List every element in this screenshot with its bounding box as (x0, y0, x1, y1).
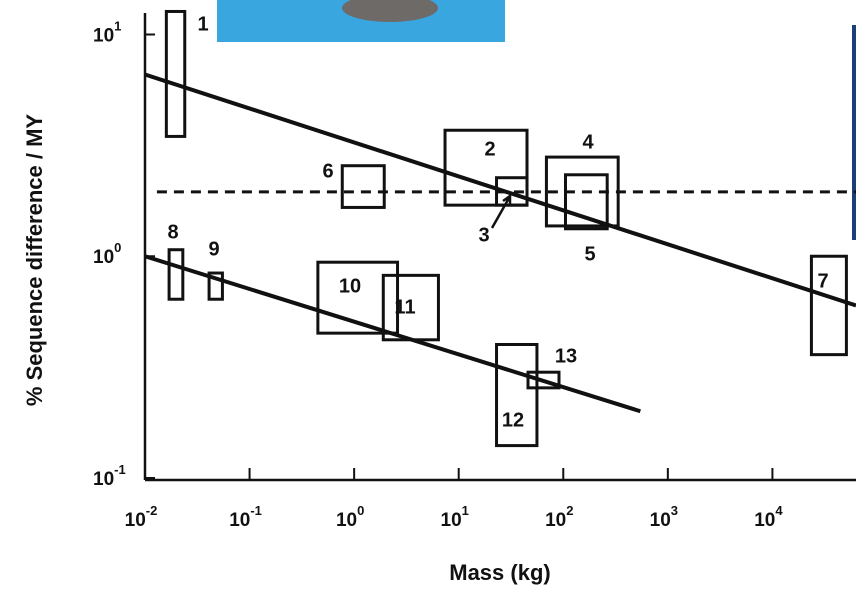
chart: % Sequence difference / MY Mass (kg) 10-… (0, 0, 856, 589)
tick-exponent: 1 (114, 19, 121, 34)
photo-edge (852, 25, 856, 240)
tick-label: 10-2 (125, 503, 158, 531)
tick-label: 104 (754, 503, 783, 531)
trend-line (145, 75, 856, 306)
tick-base: 10 (229, 510, 250, 531)
tick-label: 100 (336, 503, 364, 531)
tick-base: 10 (754, 510, 775, 531)
tick-exponent: 3 (671, 503, 678, 518)
tick-label: 100 (93, 241, 121, 269)
tick-label: 10-1 (229, 503, 262, 531)
tick-label: 10-1 (93, 462, 126, 490)
tick-exponent: -2 (146, 503, 158, 518)
tick-exponent: 0 (114, 241, 121, 256)
box-label: 1 (197, 13, 208, 35)
tick-base: 10 (336, 510, 357, 531)
box-label: 4 (582, 131, 594, 153)
data-box (169, 250, 183, 299)
x-axis-label: Mass (kg) (449, 560, 550, 585)
tick-base: 10 (650, 510, 671, 531)
tick-base: 10 (125, 510, 146, 531)
box-label: 12 (502, 409, 524, 431)
tick-base: 10 (93, 26, 114, 47)
tick-base: 10 (441, 510, 462, 531)
box-label: 5 (584, 243, 595, 265)
box-label: 9 (208, 238, 219, 260)
box-label: 8 (167, 221, 178, 243)
box-label: 3 (478, 224, 489, 246)
box-label: 10 (339, 275, 361, 297)
box-label: 6 (322, 160, 333, 182)
tick-base: 10 (545, 510, 566, 531)
tick-label: 101 (93, 19, 121, 47)
data-box (342, 166, 384, 208)
pointer-arrow (492, 196, 510, 228)
y-axis-label: % Sequence difference / MY (22, 114, 47, 407)
tick-exponent: 2 (566, 503, 573, 518)
box-label: 11 (394, 296, 415, 318)
tick-label: 102 (545, 503, 573, 531)
tick-exponent: -1 (250, 503, 262, 518)
box-label: 13 (555, 345, 577, 367)
tick-exponent: 4 (775, 503, 783, 518)
tick-label: 101 (441, 503, 469, 531)
tick-base: 10 (93, 247, 114, 268)
box-label: 2 (484, 138, 495, 160)
data-box (166, 11, 184, 136)
tick-base: 10 (93, 469, 114, 490)
tick-exponent: 1 (462, 503, 469, 518)
tick-exponent: 0 (357, 503, 364, 518)
tick-label: 103 (650, 503, 678, 531)
page: {"chart_data": {"type": "box-scatter", "… (0, 0, 856, 594)
box-label: 7 (817, 270, 828, 292)
tick-exponent: -1 (114, 462, 126, 477)
